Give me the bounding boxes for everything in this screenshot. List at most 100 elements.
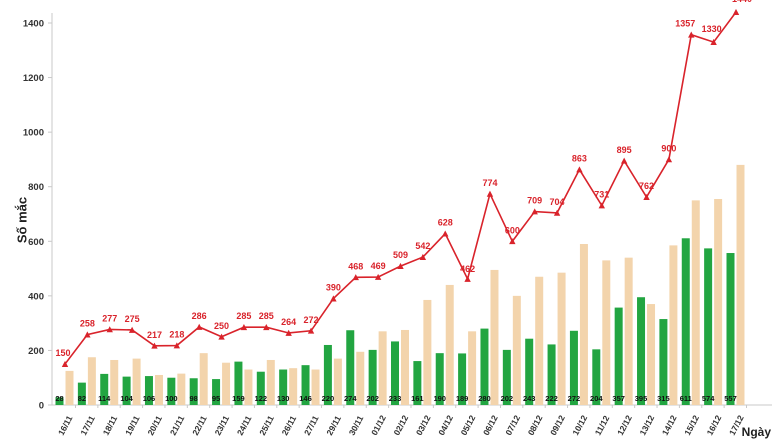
- bar-data-label: 222: [545, 394, 558, 403]
- bar-series-2: [244, 369, 253, 405]
- x-tick-label: 27/11: [302, 414, 321, 437]
- bar-series-1: [301, 365, 310, 405]
- y-tick-label: 200: [28, 346, 44, 357]
- bar-data-label: 202: [501, 394, 514, 403]
- x-tick-label: 12/12: [615, 413, 634, 437]
- line-point: [173, 342, 181, 349]
- bar-series-1: [458, 353, 467, 405]
- line-data-label: 258: [80, 319, 95, 329]
- line-point: [419, 253, 427, 260]
- line-point: [553, 209, 561, 216]
- line-data-label: 218: [169, 330, 184, 340]
- x-tick-label: 14/12: [660, 413, 679, 437]
- line-data-label: 275: [125, 314, 140, 324]
- line-data-label: 709: [527, 196, 542, 206]
- line-point: [643, 193, 650, 200]
- bar-series-1: [323, 344, 332, 405]
- bar-series-2: [177, 373, 186, 405]
- line-point: [61, 360, 69, 367]
- bar-series-2: [132, 358, 141, 405]
- bar-data-label: 202: [366, 394, 379, 403]
- bar-series-1: [189, 378, 198, 405]
- bar-series-2: [579, 244, 588, 405]
- line-data-label: 774: [482, 178, 497, 188]
- bar-data-label: 100: [165, 394, 178, 403]
- bar-data-label: 357: [612, 394, 625, 403]
- x-tick-label: 18/11: [101, 414, 120, 437]
- bar-data-label: 280: [478, 394, 491, 403]
- bar-series-1: [659, 319, 668, 405]
- line-point: [352, 274, 359, 281]
- bar-series-1: [279, 369, 288, 405]
- bar-data-label: 315: [657, 394, 670, 403]
- line-data-label: 286: [192, 311, 207, 321]
- line-data-label: 272: [304, 315, 319, 325]
- y-tick-label: 1400: [23, 19, 44, 30]
- bar-data-label: 243: [523, 394, 536, 403]
- line-data-label: 1357: [675, 19, 695, 29]
- bar-series-1: [212, 379, 221, 405]
- line-data-label: 390: [326, 283, 341, 293]
- bar-data-label: 233: [389, 394, 402, 403]
- line-data-label: 1330: [702, 24, 722, 34]
- line-point: [486, 190, 494, 197]
- line-point: [688, 31, 695, 38]
- bar-series-1: [55, 397, 64, 405]
- bar-series-2: [445, 284, 454, 405]
- y-tick-label: 0: [39, 401, 44, 412]
- x-tick-label: 22/11: [190, 414, 209, 437]
- x-tick-label: 03/12: [414, 413, 433, 437]
- bar-data-label: 574: [702, 394, 715, 403]
- bar-series-2: [65, 370, 74, 405]
- bar-data-label: 98: [190, 394, 198, 403]
- bar-data-label: 611: [680, 394, 692, 403]
- line-point: [665, 156, 673, 163]
- line-point: [732, 8, 740, 15]
- line-data-label: 264: [281, 317, 296, 327]
- line-point: [151, 342, 158, 349]
- bar-series-1: [122, 376, 131, 405]
- bar-series-2: [468, 331, 477, 405]
- bar-series-1: [144, 376, 153, 405]
- bar-series-1: [435, 353, 444, 405]
- x-tick-label: 04/12: [436, 413, 455, 437]
- x-tick-label: 10/12: [570, 413, 589, 437]
- line-point: [397, 262, 404, 269]
- bar-series-2: [289, 368, 298, 405]
- line-data-label: 462: [460, 264, 475, 274]
- bar-data-label: 190: [433, 394, 446, 403]
- bar-series-2: [624, 257, 633, 405]
- bar-series-2: [736, 164, 745, 405]
- line-point: [106, 326, 113, 333]
- line-series-path: [64, 11, 737, 365]
- bar-data-label: 106: [143, 394, 156, 403]
- x-tick-label: 08/12: [526, 413, 545, 437]
- line-data-label: 863: [572, 154, 587, 164]
- line-data-label: 285: [236, 311, 251, 321]
- bar-series-1: [480, 328, 489, 405]
- line-data-label: 217: [147, 330, 162, 340]
- bar-series-2: [199, 353, 208, 405]
- bar-series-2: [423, 299, 432, 405]
- line-point: [710, 38, 717, 45]
- x-tick-label: 21/11: [168, 414, 187, 437]
- x-tick-label: 19/11: [123, 414, 142, 437]
- x-tick-label: 17/11: [78, 414, 97, 437]
- x-tick-label: 30/11: [347, 414, 366, 437]
- bar-data-label: 122: [255, 394, 268, 403]
- bar-series-1: [681, 238, 690, 405]
- bar-series-2: [222, 362, 231, 405]
- line-data-label: 704: [550, 197, 565, 207]
- bar-series-1: [77, 382, 86, 405]
- bar-series-2: [512, 295, 521, 405]
- line-data-label: 468: [348, 261, 363, 271]
- line-data-label: 250: [214, 321, 229, 331]
- line-data-label: 1440: [732, 0, 752, 4]
- bar-data-label: 28: [55, 394, 63, 403]
- bar-series-1: [614, 307, 623, 405]
- bar-data-label: 114: [98, 394, 111, 403]
- bar-data-label: 204: [590, 394, 603, 403]
- x-tick-label: 24/11: [235, 414, 254, 437]
- bar-data-label: 82: [78, 394, 86, 403]
- bar-series-1: [726, 253, 735, 405]
